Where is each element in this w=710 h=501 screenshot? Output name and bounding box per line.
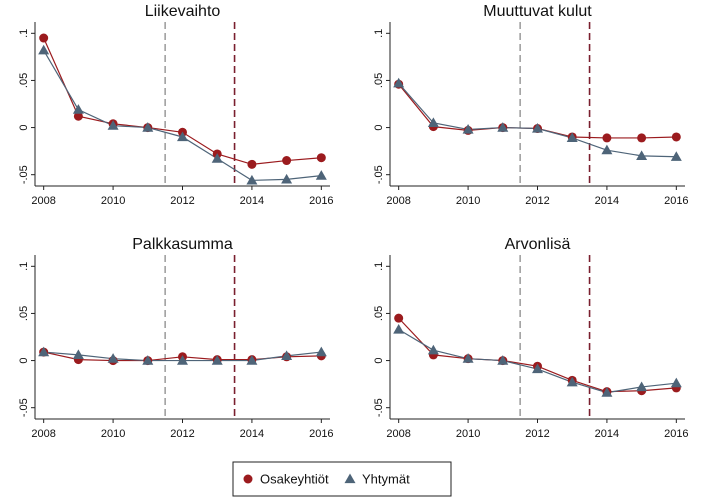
marker xyxy=(282,156,292,166)
marker xyxy=(72,104,84,114)
y-tick-label: .1 xyxy=(373,29,385,38)
marker xyxy=(670,377,682,388)
marker xyxy=(39,33,49,43)
marker xyxy=(107,353,119,363)
marker xyxy=(532,123,543,133)
marker xyxy=(394,313,404,323)
marker xyxy=(73,111,83,121)
x-tick-label: 2012 xyxy=(170,195,194,207)
x-tick-label: 2014 xyxy=(240,195,264,207)
marker xyxy=(427,344,439,355)
marker xyxy=(315,170,327,180)
x-tick-label: 2016 xyxy=(664,195,688,207)
y-tick-label: 0 xyxy=(373,125,385,131)
marker xyxy=(636,150,648,160)
y-tick-label: .05 xyxy=(373,73,385,88)
marker xyxy=(393,77,405,88)
x-tick-label: 2012 xyxy=(170,428,194,440)
chart-title: Liikevaihto xyxy=(145,3,221,20)
marker xyxy=(566,132,578,143)
y-tick-label: -.05 xyxy=(18,165,30,184)
marker xyxy=(211,153,223,163)
y-tick-label: .05 xyxy=(373,306,385,321)
x-tick-label: 2012 xyxy=(525,195,549,207)
marker xyxy=(142,122,154,132)
y-tick-label: .05 xyxy=(18,306,30,321)
y-tick-label: .05 xyxy=(18,73,30,88)
marker xyxy=(142,355,154,365)
x-tick-label: 2008 xyxy=(31,428,55,440)
y-tick-label: -.05 xyxy=(373,398,385,417)
marker xyxy=(462,353,474,363)
marker xyxy=(427,117,439,127)
y-tick-label: -.05 xyxy=(18,398,30,417)
marker xyxy=(315,346,327,357)
y-tick-label: 0 xyxy=(373,358,385,364)
legend-label: Osakeyhtiöt xyxy=(260,471,329,486)
marker xyxy=(497,355,509,365)
legend-marker xyxy=(243,474,253,484)
x-tick-label: 2016 xyxy=(309,428,333,440)
chart-title: Arvonlisä xyxy=(505,236,571,253)
marker xyxy=(316,153,326,163)
y-tick-label: 0 xyxy=(18,125,30,131)
marker xyxy=(601,144,613,155)
x-tick-label: 2010 xyxy=(456,428,480,440)
x-tick-label: 2016 xyxy=(664,428,688,440)
marker xyxy=(177,131,188,142)
marker xyxy=(393,323,405,334)
x-tick-label: 2010 xyxy=(101,195,125,207)
x-tick-label: 2014 xyxy=(595,428,619,440)
x-tick-label: 2008 xyxy=(386,428,410,440)
x-tick-label: 2010 xyxy=(101,428,125,440)
marker xyxy=(462,123,474,134)
chart-title: Palkkasumma xyxy=(132,236,233,253)
x-tick-label: 2016 xyxy=(309,195,333,207)
y-tick-label: .1 xyxy=(18,29,30,38)
x-tick-label: 2008 xyxy=(386,195,410,207)
y-tick-label: .1 xyxy=(373,262,385,271)
x-tick-label: 2014 xyxy=(595,195,619,207)
marker xyxy=(532,363,543,374)
marker xyxy=(636,381,648,392)
x-tick-label: 2010 xyxy=(456,195,480,207)
y-tick-label: -.05 xyxy=(373,165,385,184)
legend-box xyxy=(232,461,452,497)
marker xyxy=(602,133,612,143)
marker xyxy=(246,174,258,185)
marker xyxy=(637,133,647,143)
marker xyxy=(281,350,293,360)
marker xyxy=(177,355,188,365)
marker xyxy=(281,173,293,184)
marker xyxy=(211,355,223,365)
marker xyxy=(107,120,119,130)
x-tick-label: 2012 xyxy=(525,428,549,440)
marker xyxy=(566,376,578,387)
x-tick-label: 2008 xyxy=(31,195,55,207)
chart-title: Muuttuvat kulut xyxy=(483,3,592,20)
legend-label: Yhtymät xyxy=(362,471,410,486)
marker xyxy=(670,151,682,161)
marker xyxy=(72,349,84,360)
marker xyxy=(497,122,509,132)
marker xyxy=(38,346,50,357)
marker xyxy=(246,355,258,365)
legend-marker xyxy=(344,473,356,484)
marker xyxy=(38,44,50,55)
marker xyxy=(247,159,257,169)
y-tick-label: 0 xyxy=(18,358,30,364)
x-tick-label: 2014 xyxy=(240,428,264,440)
marker xyxy=(601,387,613,397)
y-tick-label: .1 xyxy=(18,262,30,271)
marker xyxy=(671,132,681,142)
